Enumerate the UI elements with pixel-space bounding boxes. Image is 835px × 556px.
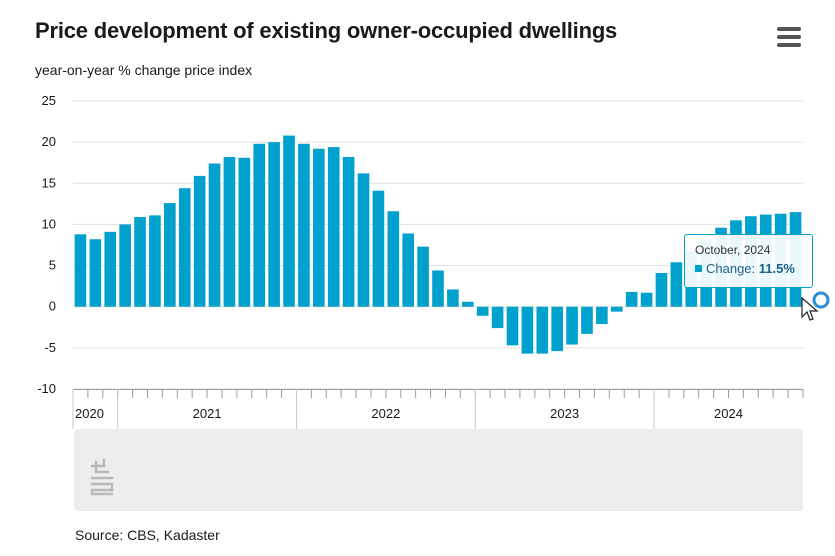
tooltip-value: 11.5% [758,261,795,276]
bar[interactable] [670,262,683,307]
loading-ring-icon [812,291,830,309]
bar[interactable] [536,306,549,354]
bar[interactable] [268,142,280,307]
bar[interactable] [164,203,176,307]
navigator-panel [74,429,803,511]
y-tick-label: 5 [49,258,56,273]
navigator-background[interactable] [74,429,803,511]
x-axis: 2020 2021 2022 2023 2024 [72,389,804,429]
bar[interactable] [581,306,593,334]
bar[interactable] [327,147,340,307]
bar[interactable] [208,163,221,307]
bar[interactable] [74,234,87,307]
y-tick-label: 0 [49,299,56,314]
bar[interactable] [610,306,623,312]
y-axis-title: year-on-year % change price index [35,62,253,78]
bar[interactable] [223,156,236,307]
bar[interactable] [461,301,474,307]
bar[interactable] [283,135,295,307]
bar[interactable] [178,188,191,307]
bar[interactable] [625,291,638,307]
bar[interactable] [253,143,266,307]
bar[interactable] [298,143,310,307]
bar[interactable] [119,224,131,307]
y-tick-label: 25 [42,93,56,108]
mouse-cursor-icon [801,297,819,321]
bar[interactable] [387,211,400,307]
bar[interactable] [506,306,519,346]
bar[interactable] [238,157,251,307]
y-tick-label: 10 [42,216,56,231]
bar[interactable] [357,173,370,307]
source-note: Source: CBS, Kadaster [75,527,220,543]
y-axis-ticks: 25 20 15 10 5 0 -5 -10 [37,93,56,396]
bar[interactable] [640,292,653,307]
x-tick-label: 2024 [714,406,743,421]
tooltip-swatch [695,265,702,273]
tooltip-series-label: Change: [706,261,759,276]
x-tick-label: 2023 [550,406,579,421]
bar[interactable] [447,289,459,307]
data-tooltip: October, 2024 Change: 11.5% [684,234,813,288]
bar[interactable] [521,306,534,354]
cbs-logo-icon [90,458,114,496]
x-tick-label: 2020 [75,406,104,421]
y-tick-label: 20 [42,134,56,149]
bar[interactable] [566,306,578,345]
bar[interactable] [596,306,608,324]
tooltip-date: October, 2024 [695,243,771,257]
bar[interactable] [655,272,668,307]
bar[interactable] [491,306,504,329]
bar[interactable] [476,306,489,316]
bar[interactable] [193,175,206,307]
bar[interactable] [104,231,117,307]
hamburger-menu-icon[interactable] [777,27,801,49]
bar[interactable] [432,270,444,307]
bar[interactable] [342,156,355,307]
bar[interactable] [372,190,385,307]
y-tick-label: 15 [42,175,56,190]
x-tick-label: 2022 [371,406,400,421]
bar[interactable] [313,148,325,307]
chart-title: Price development of existing owner-occu… [35,18,618,43]
x-tick-label: 2021 [193,406,222,421]
bar[interactable] [149,215,161,307]
bar[interactable] [134,217,146,307]
bar[interactable] [89,239,102,307]
y-tick-label: -10 [37,381,56,396]
bar[interactable] [402,233,415,307]
bar[interactable] [417,246,429,307]
y-tick-label: -5 [44,340,56,355]
bar[interactable] [551,306,563,352]
